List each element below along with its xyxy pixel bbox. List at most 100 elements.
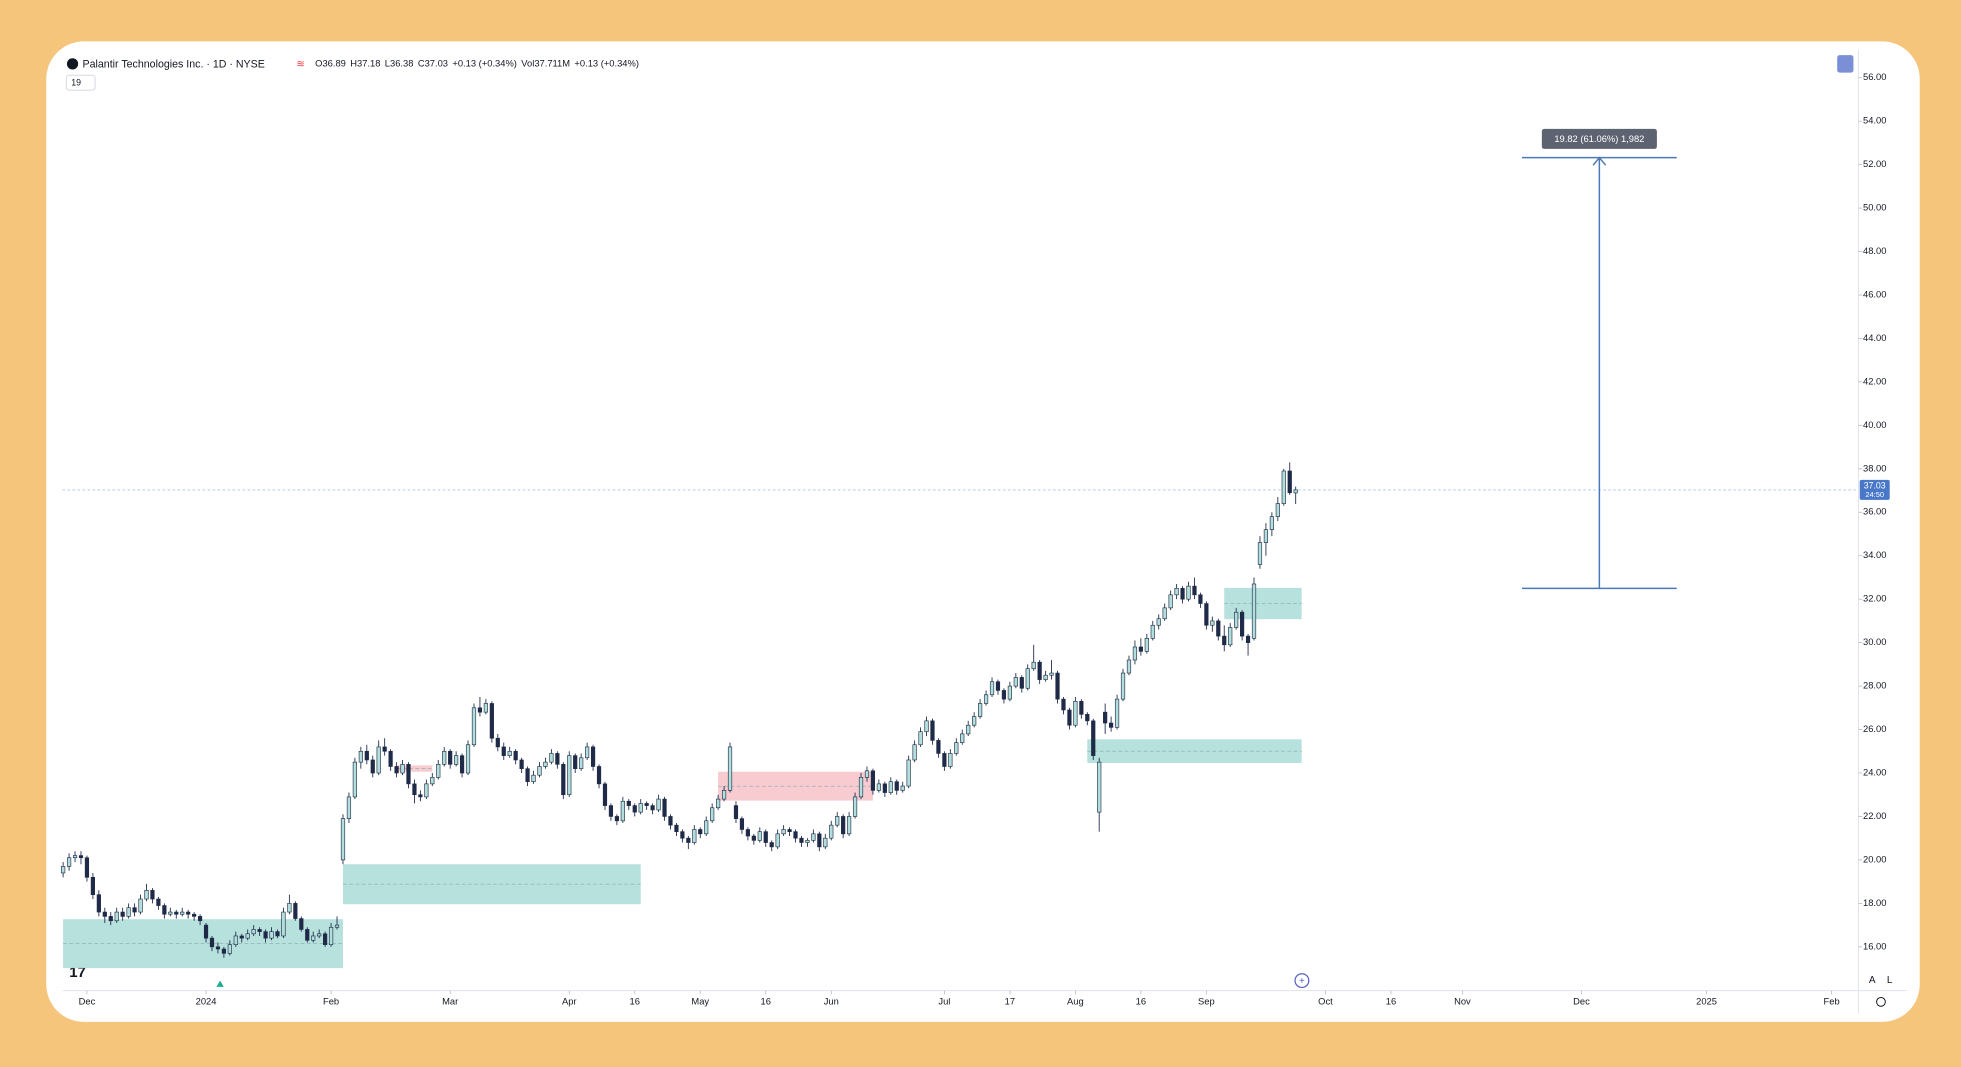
candle-body	[126, 907, 131, 917]
candle-body	[1240, 611, 1245, 637]
y-tick-label: 50.00	[1863, 203, 1886, 213]
candle-body	[1198, 594, 1203, 604]
candle-body	[239, 935, 244, 939]
y-tick-label: 48.00	[1863, 246, 1886, 256]
candle-body	[1085, 714, 1090, 722]
candle-body	[1126, 659, 1132, 674]
candle-body	[162, 905, 167, 915]
candle-body	[1204, 603, 1209, 626]
candle-body	[78, 855, 84, 859]
candle-body	[775, 833, 780, 848]
x-tick-label: Apr	[562, 996, 577, 1006]
candle-body	[1174, 588, 1179, 596]
y-tick-label: 28.00	[1863, 681, 1886, 691]
candle-body	[531, 774, 536, 783]
candle-body	[626, 800, 631, 806]
candle-body	[192, 913, 197, 917]
settings-button[interactable]	[1876, 996, 1886, 1007]
candle-body	[620, 800, 625, 822]
candle-body	[1287, 470, 1292, 494]
candle-body	[561, 764, 566, 796]
candle-body	[841, 816, 846, 835]
candle-body	[477, 707, 483, 713]
candle-body	[394, 766, 399, 774]
x-tick-label: 16	[630, 996, 640, 1006]
x-tick-label: 16	[1386, 996, 1396, 1006]
candle-body	[1067, 709, 1072, 726]
y-tick-label: 34.00	[1863, 550, 1886, 560]
candle-body	[745, 829, 750, 837]
candle-body	[501, 746, 506, 756]
x-tick-label: May	[691, 996, 709, 1006]
candle-body	[721, 790, 727, 800]
candle-body	[656, 798, 661, 811]
x-tick-label: Mar	[442, 996, 458, 1006]
log-scale[interactable]: L	[1887, 975, 1893, 986]
candle-body	[835, 816, 840, 826]
candle-body	[716, 798, 721, 809]
candle-body	[650, 805, 655, 811]
candle-body	[174, 911, 179, 915]
candle-body	[138, 898, 143, 913]
candle-body	[1097, 761, 1102, 813]
y-tick-label: 38.00	[1863, 463, 1886, 473]
candle-body	[995, 681, 1001, 691]
candle-body	[454, 755, 459, 765]
candle-body	[733, 805, 739, 819]
candle-body	[406, 764, 411, 785]
x-tick-label: Jul	[938, 996, 950, 1006]
candle-body	[311, 935, 316, 941]
sync-button[interactable]	[1837, 55, 1854, 73]
candle-body	[1150, 624, 1155, 639]
candle-body	[382, 746, 387, 752]
candle-body	[418, 794, 423, 798]
candle-body	[132, 907, 137, 913]
candle-body	[334, 924, 340, 928]
candle-body	[1079, 700, 1084, 715]
candle-body	[1144, 637, 1149, 652]
candle-body	[579, 757, 584, 769]
candle-body	[1061, 698, 1066, 711]
indicators-count[interactable]: 19	[71, 78, 81, 88]
candle-body	[555, 753, 560, 765]
candle-body	[847, 816, 852, 835]
candle-body	[662, 798, 667, 817]
candle-body	[1138, 646, 1143, 652]
candle-body	[858, 777, 864, 798]
auto-scale[interactable]: A	[1869, 975, 1876, 986]
indicators-toggle[interactable]	[65, 74, 96, 91]
candle-body	[894, 781, 899, 791]
measure-label-box	[1541, 128, 1657, 149]
y-tick-label: 52.00	[1863, 159, 1886, 169]
candle-body	[1013, 677, 1018, 687]
candle-body	[686, 837, 691, 843]
x-tick-label: Sep	[1198, 996, 1215, 1006]
candle-body	[900, 785, 905, 791]
y-tick-label: 24.00	[1863, 767, 1886, 777]
candle-body	[864, 770, 870, 778]
candle-body	[221, 948, 226, 954]
candle-body	[912, 744, 917, 761]
candle-body	[168, 911, 173, 915]
y-tick-label: 40.00	[1863, 420, 1886, 430]
x-tick-label: Oct	[1318, 996, 1333, 1006]
x-tick-label: Feb	[1824, 996, 1840, 1006]
candle-body	[757, 831, 762, 841]
add-button[interactable]	[1294, 973, 1310, 989]
candle-body	[704, 820, 709, 835]
candle-body	[1281, 470, 1286, 504]
candle-body	[930, 720, 935, 741]
candle-body	[960, 733, 965, 743]
candle-body	[549, 753, 554, 763]
x-tick-label: 16	[761, 996, 771, 1006]
candle-body	[251, 929, 256, 935]
candle-body	[1043, 674, 1048, 680]
candle-body	[751, 835, 756, 841]
candle-body	[876, 783, 881, 791]
candle-body	[1245, 635, 1251, 643]
candle-body	[1049, 672, 1054, 676]
x-tick-label: Jun	[824, 996, 839, 1006]
symbol-title[interactable]: Palantir Technologies Inc. · 1D · NYSE	[83, 58, 265, 70]
candle-body	[1216, 620, 1221, 637]
